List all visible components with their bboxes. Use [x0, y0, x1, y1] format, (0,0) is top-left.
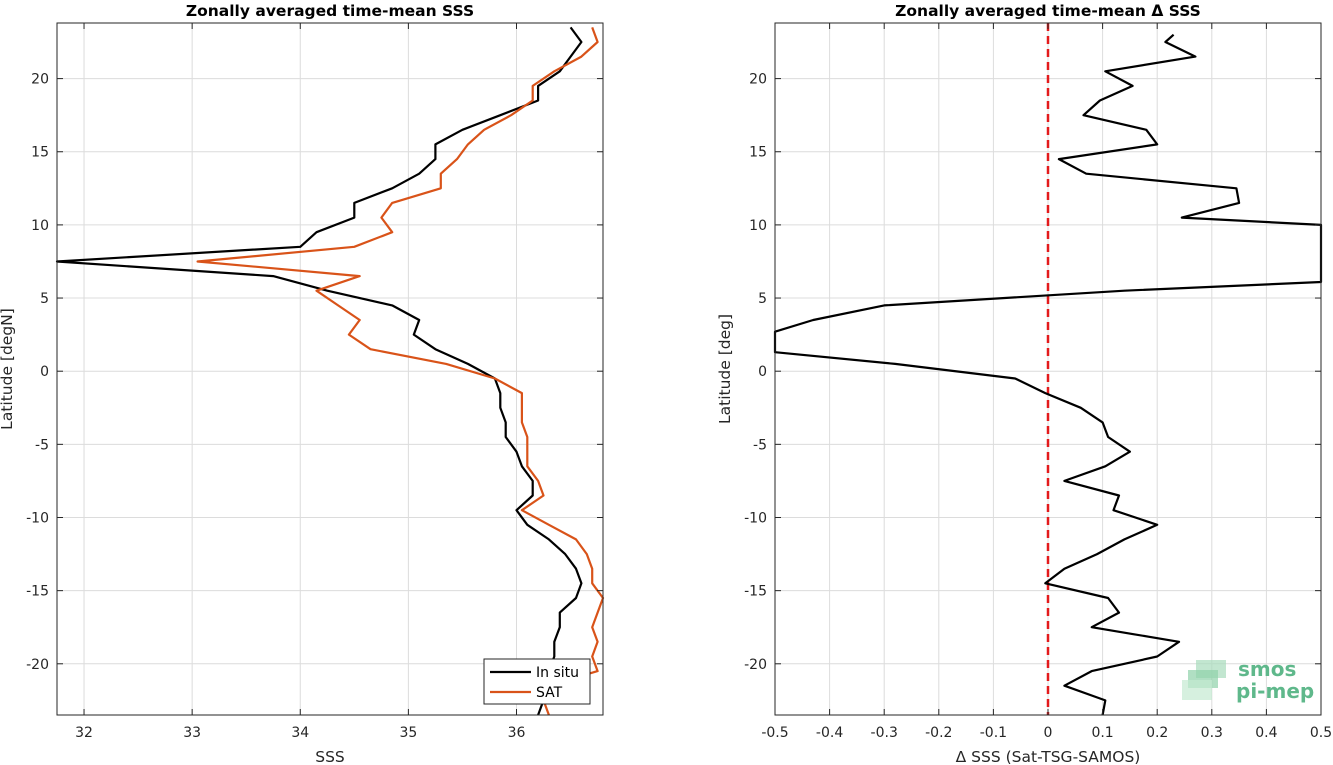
x-tick-label: 0.4	[1255, 725, 1277, 741]
right-lines	[773, 23, 1323, 716]
right-x-axis-label: Δ SSS (Sat-TSG-SAMOS)	[956, 748, 1141, 765]
left-grid	[57, 23, 603, 715]
y-tick-label: 10	[749, 218, 767, 234]
logo-shape-3	[1182, 680, 1212, 700]
x-tick-label: 0.3	[1201, 725, 1223, 741]
x-tick-label: -0.3	[871, 725, 898, 741]
y-tick-label: 15	[749, 145, 767, 161]
left-lines	[55, 26, 605, 716]
left-ticks: 32 33 34 35 36 -20 -15 -10 -5 0 5 10 15 20	[26, 23, 603, 741]
y-tick-label: 20	[31, 72, 49, 88]
y-tick-label: -20	[26, 657, 49, 673]
x-tick-label: -0.4	[816, 725, 843, 741]
left-x-axis-label: SSS	[315, 748, 345, 765]
series-line-delta-sss	[773, 33, 1323, 716]
x-tick-label: 0.2	[1146, 725, 1168, 741]
y-tick-label: 10	[31, 218, 49, 234]
right-y-axis-label: Latitude [deg]	[716, 314, 734, 424]
left-panel: 32 33 34 35 36 -20 -15 -10 -5 0 5 10 15 20 Zonally av…	[0, 2, 605, 765]
left-chart-title: Zonally averaged time-mean SSS	[186, 2, 474, 20]
y-tick-label: 0	[758, 364, 767, 380]
right-panel: -0.5 -0.4 -0.3 -0.2 -0.1 0 0.1 0.2 0.3 0.4 0.5 -20 -…	[716, 2, 1332, 765]
series-line-in-situ	[55, 26, 583, 716]
logo-text-line-1: smos	[1238, 657, 1296, 681]
y-tick-label: -10	[744, 510, 767, 526]
y-tick-label: -10	[26, 510, 49, 526]
x-tick-label: 35	[399, 725, 417, 741]
y-tick-label: -15	[744, 584, 767, 600]
x-tick-label: 33	[183, 725, 201, 741]
series-line-sat	[196, 27, 605, 716]
right-chart-title: Zonally averaged time-mean Δ SSS	[895, 2, 1201, 20]
x-tick-label: 32	[75, 725, 93, 741]
y-tick-label: -5	[35, 437, 49, 453]
logo-text-line-2: pi-mep	[1236, 679, 1314, 703]
y-tick-label: -20	[744, 657, 767, 673]
smos-pi-mep-logo: smos pi-mep	[1182, 657, 1314, 703]
y-tick-label: -15	[26, 584, 49, 600]
left-axes-box	[56, 22, 604, 716]
x-tick-label: 0.1	[1091, 725, 1113, 741]
x-tick-label: 34	[291, 725, 309, 741]
left-y-axis-label: Latitude [degN]	[0, 308, 16, 430]
x-tick-label: 36	[508, 725, 526, 741]
y-tick-label: 5	[758, 291, 767, 307]
y-tick-label: 15	[31, 145, 49, 161]
y-tick-label: 0	[40, 364, 49, 380]
y-tick-label: -5	[753, 437, 767, 453]
legend-label-sat: SAT	[536, 685, 563, 701]
legend: In situ SAT	[483, 658, 591, 705]
legend-label-in-situ: In situ	[536, 665, 579, 681]
x-tick-label: -0.2	[925, 725, 952, 741]
y-tick-label: 20	[749, 72, 767, 88]
y-tick-label: 5	[40, 291, 49, 307]
x-tick-label: -0.1	[980, 725, 1007, 741]
legend-box	[483, 658, 591, 705]
x-tick-label: -0.5	[761, 725, 788, 741]
x-tick-label: 0	[1044, 725, 1053, 741]
right-ticks: -0.5 -0.4 -0.3 -0.2 -0.1 0 0.1 0.2 0.3 0.4 0.5 -20 -…	[744, 23, 1332, 741]
x-tick-label: 0.5	[1310, 725, 1332, 741]
